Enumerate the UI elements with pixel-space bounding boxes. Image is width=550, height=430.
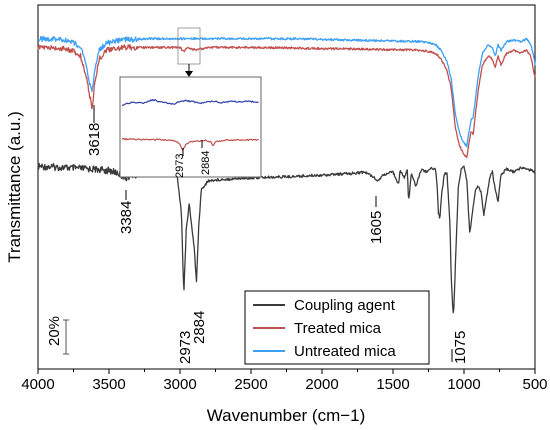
x-axis-label: Wavenumber (cm−1) bbox=[207, 406, 366, 425]
inset-peak-label-2973: 2973 bbox=[174, 154, 186, 178]
legend-label-coupling-agent: Coupling agent bbox=[294, 297, 396, 314]
legend-label-treated-mica: Treated mica bbox=[294, 320, 382, 337]
x-tick-label: 3000 bbox=[163, 376, 196, 393]
series-line-coupling-agent bbox=[37, 162, 536, 314]
inset-line-untreated-mica bbox=[121, 98, 259, 107]
scale-bar-label: 20% bbox=[46, 316, 63, 346]
x-tick-label: 1000 bbox=[447, 376, 480, 393]
x-tick-label: 2500 bbox=[234, 376, 267, 393]
peak-label-3618: 3618 bbox=[86, 123, 103, 156]
inset-frame bbox=[119, 76, 262, 178]
peak-label-3384: 3384 bbox=[118, 201, 135, 234]
x-tick-label: 500 bbox=[522, 376, 547, 393]
inset-peak-label-2884: 2884 bbox=[200, 151, 212, 175]
peak-label-2884: 2884 bbox=[191, 311, 208, 344]
x-tick-label: 2000 bbox=[305, 376, 338, 393]
series-line-treated-mica bbox=[37, 44, 536, 159]
zoom-region-box bbox=[177, 27, 201, 65]
scale-bar: 20% bbox=[46, 316, 69, 355]
inset-series-group bbox=[121, 98, 259, 152]
y-axis-label: Transmittance (a.u.) bbox=[5, 111, 24, 262]
inset-panel: 2973 2884 bbox=[119, 76, 262, 178]
legend: Coupling agent Treated mica Untreated mi… bbox=[244, 290, 430, 365]
peak-label-1075: 1075 bbox=[452, 331, 469, 364]
series-line-untreated-mica bbox=[37, 35, 536, 148]
peak-label-1605: 1605 bbox=[368, 211, 385, 244]
inset-line-treated-mica bbox=[121, 137, 259, 152]
x-axis-ticks: 4000 3500 3000 2500 2000 1500 1000 500 bbox=[21, 369, 548, 393]
x-tick-label: 1500 bbox=[376, 376, 409, 393]
x-tick-label: 4000 bbox=[21, 376, 54, 393]
zoom-indicator bbox=[177, 27, 201, 77]
peak-annotations: 3618 3384 1605 2973 2884 1075 bbox=[86, 105, 469, 364]
zoom-arrow-head bbox=[185, 71, 193, 77]
legend-label-untreated-mica: Untreated mica bbox=[294, 343, 396, 360]
series-group bbox=[37, 35, 536, 314]
x-tick-label: 3500 bbox=[92, 376, 125, 393]
peak-label-2973: 2973 bbox=[177, 331, 194, 364]
